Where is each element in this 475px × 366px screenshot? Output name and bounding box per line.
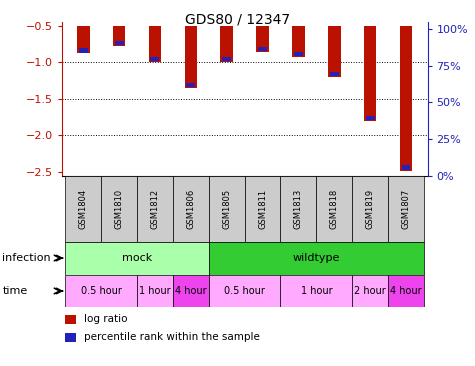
Text: GSM1812: GSM1812	[151, 188, 160, 229]
Text: 0.5 hour: 0.5 hour	[224, 286, 265, 296]
Text: 1 hour: 1 hour	[139, 286, 171, 296]
Bar	[222, 57, 231, 61]
Bar	[388, 176, 424, 242]
Bar	[316, 176, 352, 242]
Bar	[294, 52, 303, 56]
Text: GSM1807: GSM1807	[401, 188, 410, 229]
Text: 4 hour: 4 hour	[390, 286, 422, 296]
Text: GSM1811: GSM1811	[258, 188, 267, 229]
Bar	[114, 41, 124, 45]
Bar	[256, 26, 269, 52]
Bar	[137, 176, 173, 242]
Text: GDS80 / 12347: GDS80 / 12347	[185, 13, 290, 27]
Text: mock: mock	[122, 253, 152, 263]
Bar	[66, 242, 209, 274]
Bar	[245, 176, 280, 242]
Bar	[328, 26, 341, 77]
Text: GSM1804: GSM1804	[79, 188, 88, 229]
Text: percentile rank within the sample: percentile rank within the sample	[84, 332, 259, 343]
Bar	[186, 83, 195, 87]
Bar	[209, 242, 424, 274]
Bar	[401, 165, 410, 170]
Text: log ratio: log ratio	[84, 314, 127, 324]
Text: GSM1819: GSM1819	[366, 188, 375, 229]
Text: GSM1810: GSM1810	[114, 188, 124, 229]
Bar	[101, 176, 137, 242]
Bar	[352, 176, 388, 242]
Bar	[66, 176, 101, 242]
Text: wildtype: wildtype	[293, 253, 340, 263]
Bar	[151, 57, 160, 61]
Bar	[220, 26, 233, 62]
Bar	[66, 274, 137, 307]
Bar	[137, 274, 173, 307]
Bar	[280, 274, 352, 307]
Bar	[66, 315, 76, 324]
Bar	[352, 274, 388, 307]
Bar	[77, 26, 90, 53]
Bar	[280, 176, 316, 242]
Bar	[399, 26, 412, 171]
Bar	[173, 274, 209, 307]
Bar	[209, 176, 245, 242]
Bar	[364, 26, 376, 121]
Text: GSM1818: GSM1818	[330, 188, 339, 229]
Bar	[113, 26, 125, 46]
Text: 0.5 hour: 0.5 hour	[81, 286, 122, 296]
Text: GSM1813: GSM1813	[294, 188, 303, 229]
Bar	[66, 333, 76, 342]
Bar	[149, 26, 161, 62]
Text: GSM1806: GSM1806	[186, 188, 195, 229]
Text: 4 hour: 4 hour	[175, 286, 207, 296]
Text: time: time	[2, 286, 28, 296]
Text: 1 hour: 1 hour	[301, 286, 332, 296]
Bar	[258, 47, 267, 51]
Bar	[388, 274, 424, 307]
Bar	[330, 72, 339, 76]
Text: infection: infection	[2, 253, 51, 263]
Bar	[292, 26, 304, 57]
Bar	[79, 48, 88, 53]
Bar	[366, 116, 375, 120]
Bar	[185, 26, 197, 88]
Bar	[209, 274, 280, 307]
Text: GSM1805: GSM1805	[222, 188, 231, 229]
Text: 2 hour: 2 hour	[354, 286, 386, 296]
Bar	[173, 176, 209, 242]
